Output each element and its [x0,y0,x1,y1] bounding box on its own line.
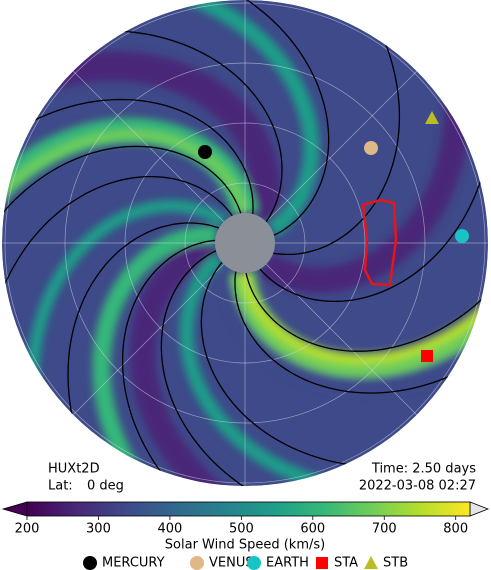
time-label: Time: 2.50 days [371,462,476,477]
field-line [259,155,488,303]
sta-marker [421,350,433,362]
lat-value: 0 deg [87,479,124,494]
sun [215,213,275,273]
field-line [245,272,488,352]
cme-outline [361,198,398,287]
field-line [2,175,233,309]
field-line [234,271,473,394]
fast-band [176,0,320,237]
field-line [121,239,216,486]
lat-label: Lat: [48,479,73,494]
fast-band [2,129,249,215]
polar-grid-spoke [60,58,246,244]
fast-band [239,272,488,365]
field-line [97,30,283,223]
date-label: 2022-03-08 02:27 [359,479,476,494]
field-line [67,222,220,441]
colorbar-tick-label: 800 [443,522,468,537]
legend-label: VENUS [209,556,254,570]
slow-band [129,233,230,486]
legend-marker [190,556,204,570]
field-line [200,261,373,468]
colorbar-bar [26,501,471,517]
polar-grid-spoke [244,242,430,428]
polar-grid-spoke [244,58,430,244]
legend-label: STB [383,556,408,570]
slow-band [259,95,471,294]
stb-marker [425,111,439,124]
legend-marker [316,557,328,569]
field-line [273,19,401,256]
venus-marker [364,141,378,155]
colorbar-label: Solar Wind Speed (km/s) [165,538,325,553]
slow-band [43,50,280,222]
colorbar-tick-label: 500 [229,522,254,537]
legend-label: EARTH [266,556,309,570]
field-line [2,145,242,234]
legend-label: STA [334,556,358,570]
field-line [160,250,267,486]
colorbar-tick-label: 300 [86,522,111,537]
colorbar-max-extend [469,501,490,517]
legend-marker [247,556,261,570]
field-line [11,98,254,215]
field-line [223,0,330,236]
fast-band [179,252,334,486]
legend-marker [364,556,378,569]
colorbar-tick-label: 600 [300,522,325,537]
earth-marker [455,229,469,243]
legend: MERCURY VENUS EARTH STA STB [83,556,408,570]
fast-band [26,199,228,391]
colorbar-min-extend [1,501,28,517]
mercury-marker [198,145,212,159]
model-label: HUXt2D [48,462,100,477]
colorbar-tick-label: 200 [15,522,40,537]
legend-marker [83,556,97,570]
colorbar-tick-label: 700 [372,522,397,537]
colorbar-tick-label: 400 [157,522,182,537]
legend-label: MERCURY [102,556,165,570]
fast-band [92,226,217,482]
colorbar: 200 300 400 500 600 700 800 [1,501,490,537]
